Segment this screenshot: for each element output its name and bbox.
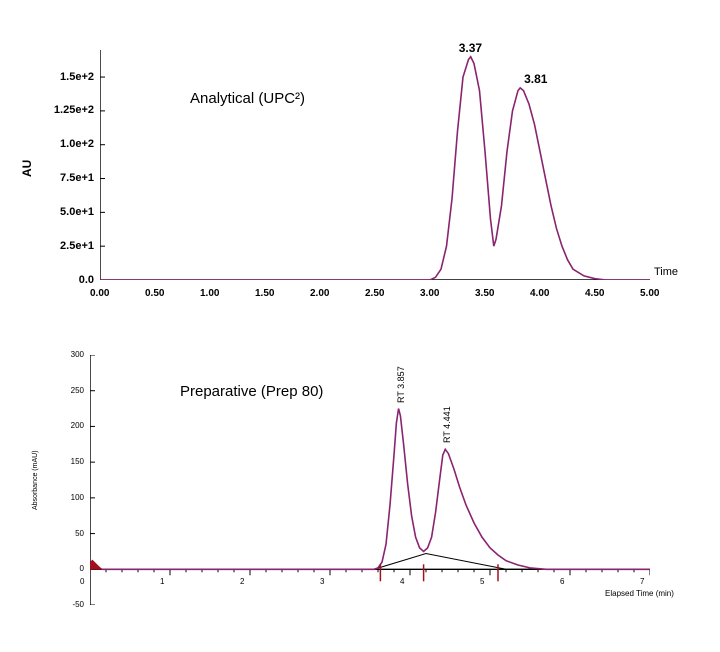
x-tick-label: 5	[480, 577, 484, 586]
x-tick-label: 1.00	[200, 288, 219, 299]
y-tick-label: 0.0	[79, 274, 94, 286]
peak-label: 3.81	[524, 72, 547, 86]
x-tick-label: 4.00	[530, 288, 549, 299]
bottom-chart-title: Preparative (Prep 80)	[180, 383, 323, 400]
x-tick-label: 1.50	[255, 288, 274, 299]
x-tick-label: 1	[160, 577, 164, 586]
x-tick-label: 4	[400, 577, 404, 586]
y-tick-label: 5.0e+1	[60, 206, 94, 218]
y-tick-label: 50	[75, 529, 84, 538]
y-tick-label: 150	[71, 457, 84, 466]
x-tick-label: 3.50	[475, 288, 494, 299]
top-y-axis-title: AU	[20, 159, 34, 176]
y-tick-label: 1.0e+2	[60, 138, 94, 150]
peak-label: RT 4.441	[442, 407, 452, 444]
x-tick-label: 5.00	[640, 288, 659, 299]
peak-label: 3.37	[459, 41, 482, 55]
x-tick-label: 2.00	[310, 288, 329, 299]
x-tick-label: 2.50	[365, 288, 384, 299]
bottom-chart-panel	[90, 355, 650, 605]
y-tick-label: 7.5e+1	[60, 172, 94, 184]
y-tick-label: -50	[72, 600, 84, 609]
y-tick-label: 100	[71, 493, 84, 502]
x-tick-label: 0.50	[145, 288, 164, 299]
x-tick-label: 3	[320, 577, 324, 586]
x-tick-label: 6	[560, 577, 564, 586]
top-chart-panel	[100, 50, 650, 280]
x-tick-label: 7	[640, 577, 644, 586]
y-tick-label: 1.5e+2	[60, 71, 94, 83]
y-tick-label: 200	[71, 421, 84, 430]
top-chart-title: Analytical (UPC²)	[190, 90, 305, 107]
bottom-x-axis-title: Elapsed Time (min)	[605, 589, 674, 598]
x-tick-label: 0	[80, 577, 84, 586]
x-tick-label: 3.00	[420, 288, 439, 299]
y-tick-label: 0	[80, 564, 84, 573]
x-tick-label: 2	[240, 577, 244, 586]
y-tick-label: 300	[71, 350, 84, 359]
top-x-axis-title: Time	[654, 266, 678, 278]
bottom-y-axis-title: Absorbance (mAU)	[32, 450, 39, 510]
top-chart-svg	[100, 50, 650, 280]
y-tick-label: 2.5e+1	[60, 240, 94, 252]
bottom-chart-svg	[90, 355, 650, 605]
x-tick-label: 0.00	[90, 288, 109, 299]
y-tick-label: 1.25e+2	[54, 104, 94, 116]
peak-label: RT 3.857	[396, 366, 406, 403]
x-tick-label: 4.50	[585, 288, 604, 299]
y-tick-label: 250	[71, 386, 84, 395]
